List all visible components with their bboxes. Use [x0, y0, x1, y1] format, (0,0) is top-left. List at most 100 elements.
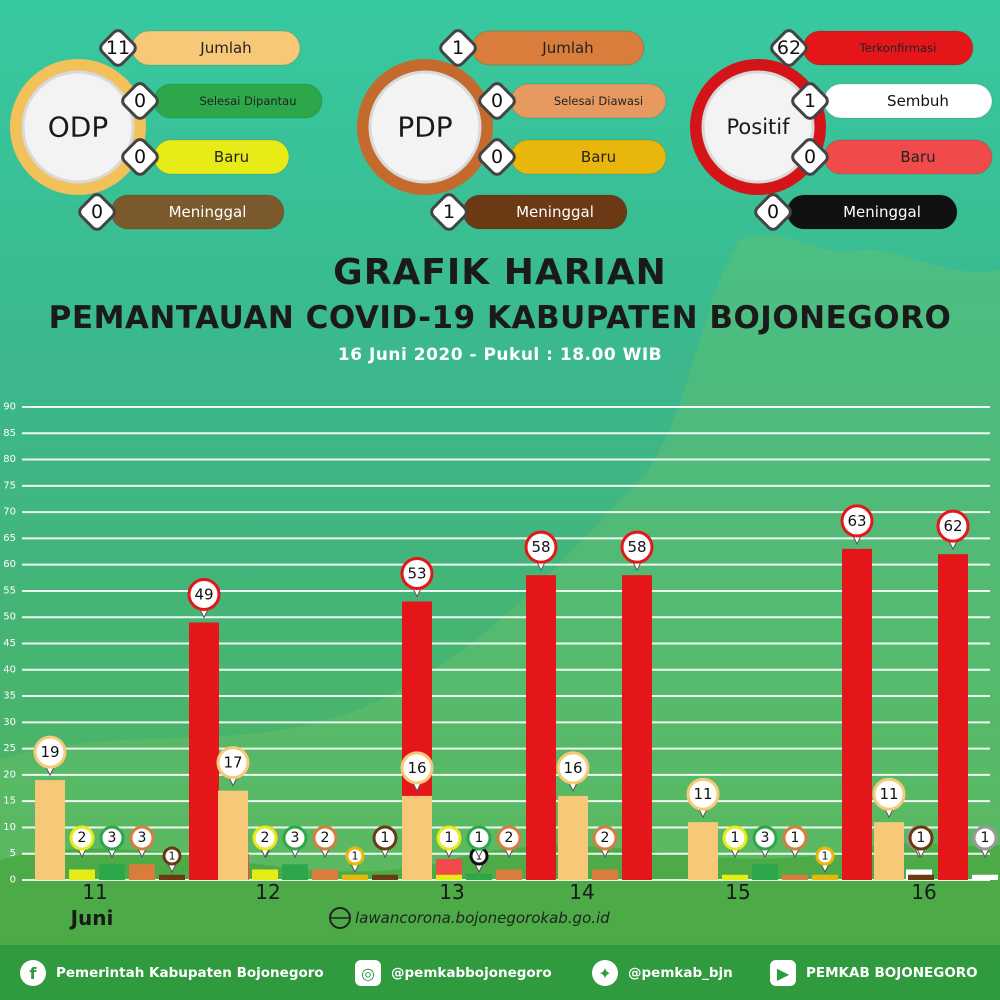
x-tick-label: 11 [82, 880, 107, 904]
bar-value-label: 3 [291, 830, 300, 846]
card-item: 62 Terkonfirmasi [770, 29, 974, 67]
pin-badge [840, 504, 874, 538]
bar [342, 874, 368, 880]
pin-badge [466, 825, 492, 851]
pin-badge [216, 746, 250, 780]
y-tick-label: 5 [10, 848, 16, 859]
bar-value-label: 49 [194, 585, 213, 603]
item-label: Meninggal [516, 203, 594, 221]
bar-value-label: 1 [917, 830, 926, 846]
y-tick-label: 10 [3, 822, 16, 833]
pin-badge [872, 777, 906, 811]
item-label: Selesai Diawasi [554, 94, 643, 108]
bar-value-label: 2 [505, 830, 514, 846]
bar [842, 548, 872, 880]
bar [782, 874, 808, 880]
bar [908, 874, 934, 880]
pin-badge [524, 530, 558, 564]
pin-badge [129, 825, 155, 851]
bar [252, 869, 278, 880]
card-inner [701, 70, 815, 184]
chart-subtitle: PEMANTAUAN COVID-19 KABUPATEN BOJONEGORO [48, 300, 952, 336]
card-item: 0 Selesai Dipantau [121, 82, 323, 120]
pin-badge [686, 777, 720, 811]
bar [526, 575, 556, 880]
twitter-link[interactable]: ✦ @pemkab_bjn [592, 959, 733, 987]
item-value: 0 [491, 90, 503, 112]
bar [972, 874, 998, 880]
y-tick-label: 35 [3, 691, 16, 702]
pin-badge [908, 825, 934, 851]
bar-value-label: 58 [627, 538, 646, 556]
item-value: 11 [106, 37, 130, 59]
pin-badge [556, 751, 590, 785]
instagram-link[interactable]: ◎ @pemkabbojonegoro [355, 959, 552, 987]
item-value: 0 [804, 146, 816, 168]
bar-value-label: 16 [407, 759, 426, 777]
item-label: Baru [900, 148, 935, 166]
y-tick-label: 50 [3, 612, 16, 623]
youtube-link[interactable]: ▶ PEMKAB BOJONEGORO [770, 959, 978, 987]
item-value: 0 [134, 146, 146, 168]
y-tick-label: 30 [3, 717, 16, 728]
website-link: lawancorona.bojonegorokab.go.id [329, 907, 610, 929]
bar [99, 864, 125, 880]
item-value: 0 [134, 90, 146, 112]
x-tick-label: 15 [725, 880, 750, 904]
report-date: 16 Juni 2020 - Pukul : 18.00 WIB [337, 345, 663, 365]
pin-badge [312, 825, 338, 851]
bar-value-label: 2 [261, 830, 270, 846]
pin-badge [345, 846, 365, 866]
item-value-badge [754, 193, 792, 231]
pin-badge [722, 825, 748, 851]
bar [436, 874, 462, 880]
facebook-link[interactable]: f Pemerintah Kabupaten Bojonegoro [20, 959, 324, 987]
item-value-badge [430, 193, 468, 231]
bar-value-label: 1 [352, 850, 359, 863]
item-label: Meninggal [843, 203, 921, 221]
card-item: 1 Jumlah [439, 29, 645, 67]
card-item: 1 Meninggal [430, 193, 628, 231]
bar [282, 864, 308, 880]
y-tick-label: 0 [10, 875, 16, 886]
bar [592, 869, 618, 880]
bar-value-label: 58 [531, 538, 550, 556]
card-item: 0 Baru [121, 138, 290, 176]
x-tick-label: 16 [911, 880, 936, 904]
y-tick-label: 80 [3, 454, 16, 465]
item-value-badge [99, 29, 137, 67]
bar-value-label: 2 [78, 830, 87, 846]
bar [159, 874, 185, 880]
item-value-badge [791, 82, 829, 120]
bar [35, 780, 65, 880]
x-tick-label: 13 [439, 880, 464, 904]
item-value: 0 [491, 146, 503, 168]
bar [496, 869, 522, 880]
instagram-label: @pemkabbojonegoro [391, 965, 552, 981]
pin-badge [252, 825, 278, 851]
bar-value-label: 11 [879, 785, 898, 803]
item-value: 0 [91, 201, 103, 223]
pin-badge [162, 846, 182, 866]
bar-group-14: 16 2 58 [556, 530, 654, 880]
item-label: Baru [214, 148, 249, 166]
bar [402, 795, 432, 880]
bar-value-label: 3 [761, 830, 770, 846]
bar-group-11: 1923314951 [33, 577, 279, 880]
item-value-badge [791, 138, 829, 176]
item-label: Selesai Dipantau [199, 94, 296, 108]
bar [189, 622, 219, 880]
item-label: Terkonfirmasi [859, 41, 937, 55]
chart-title: GRAFIK HARIAN [333, 252, 667, 293]
y-tick-label: 25 [3, 743, 16, 754]
bar [622, 575, 652, 880]
bar-value-label: 1 [731, 830, 740, 846]
card-positif: Positif 62 Terkonfirmasi 1 Sembuh 0 Baru 0 Menin… [690, 29, 993, 231]
bar [688, 822, 718, 880]
x-tick-label: 12 [255, 880, 280, 904]
pin-badge [620, 530, 654, 564]
card-title: Positif [727, 115, 791, 139]
bar-value-label: 1 [981, 830, 990, 846]
website-url: lawancorona.bojonegorokab.go.id [355, 909, 610, 927]
card-item: 0 Selesai Diawasi [478, 82, 667, 120]
